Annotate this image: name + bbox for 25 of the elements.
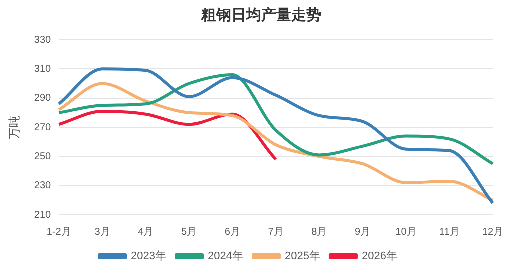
y-tick-label: 290 — [34, 93, 52, 104]
x-tick-label: 5月 — [181, 226, 198, 238]
y-tick-label: 330 — [34, 34, 52, 46]
x-tick-label: 10月 — [396, 226, 417, 238]
x-tick-label: 3月 — [94, 226, 110, 238]
x-tick-label: 8月 — [312, 226, 328, 238]
x-tick-label: 7月 — [268, 226, 284, 238]
x-tick-label: 12月 — [482, 226, 504, 238]
legend-label: 2025年 — [285, 250, 320, 263]
y-axis-title: 万吨 — [8, 116, 22, 140]
y-tick-label: 310 — [34, 64, 52, 75]
legend-label: 2024年 — [208, 250, 244, 263]
legend-label: 2023年 — [131, 250, 167, 263]
x-tick-label: 4月 — [138, 226, 154, 238]
x-tick-label: 11月 — [439, 226, 460, 238]
y-tick-label: 270 — [34, 122, 52, 134]
x-tick-label: 6月 — [224, 226, 240, 238]
x-tick-label: 9月 — [355, 226, 371, 238]
chart-title: 粗钢日均产量走势 — [200, 6, 322, 25]
line-series — [58, 74, 494, 166]
x-tick-label: 1-2月 — [46, 226, 72, 238]
y-tick-label: 210 — [34, 210, 52, 221]
legend-label: 2026年 — [362, 250, 398, 263]
y-tick-label: 230 — [34, 180, 52, 192]
y-tick-label: 250 — [34, 151, 52, 162]
